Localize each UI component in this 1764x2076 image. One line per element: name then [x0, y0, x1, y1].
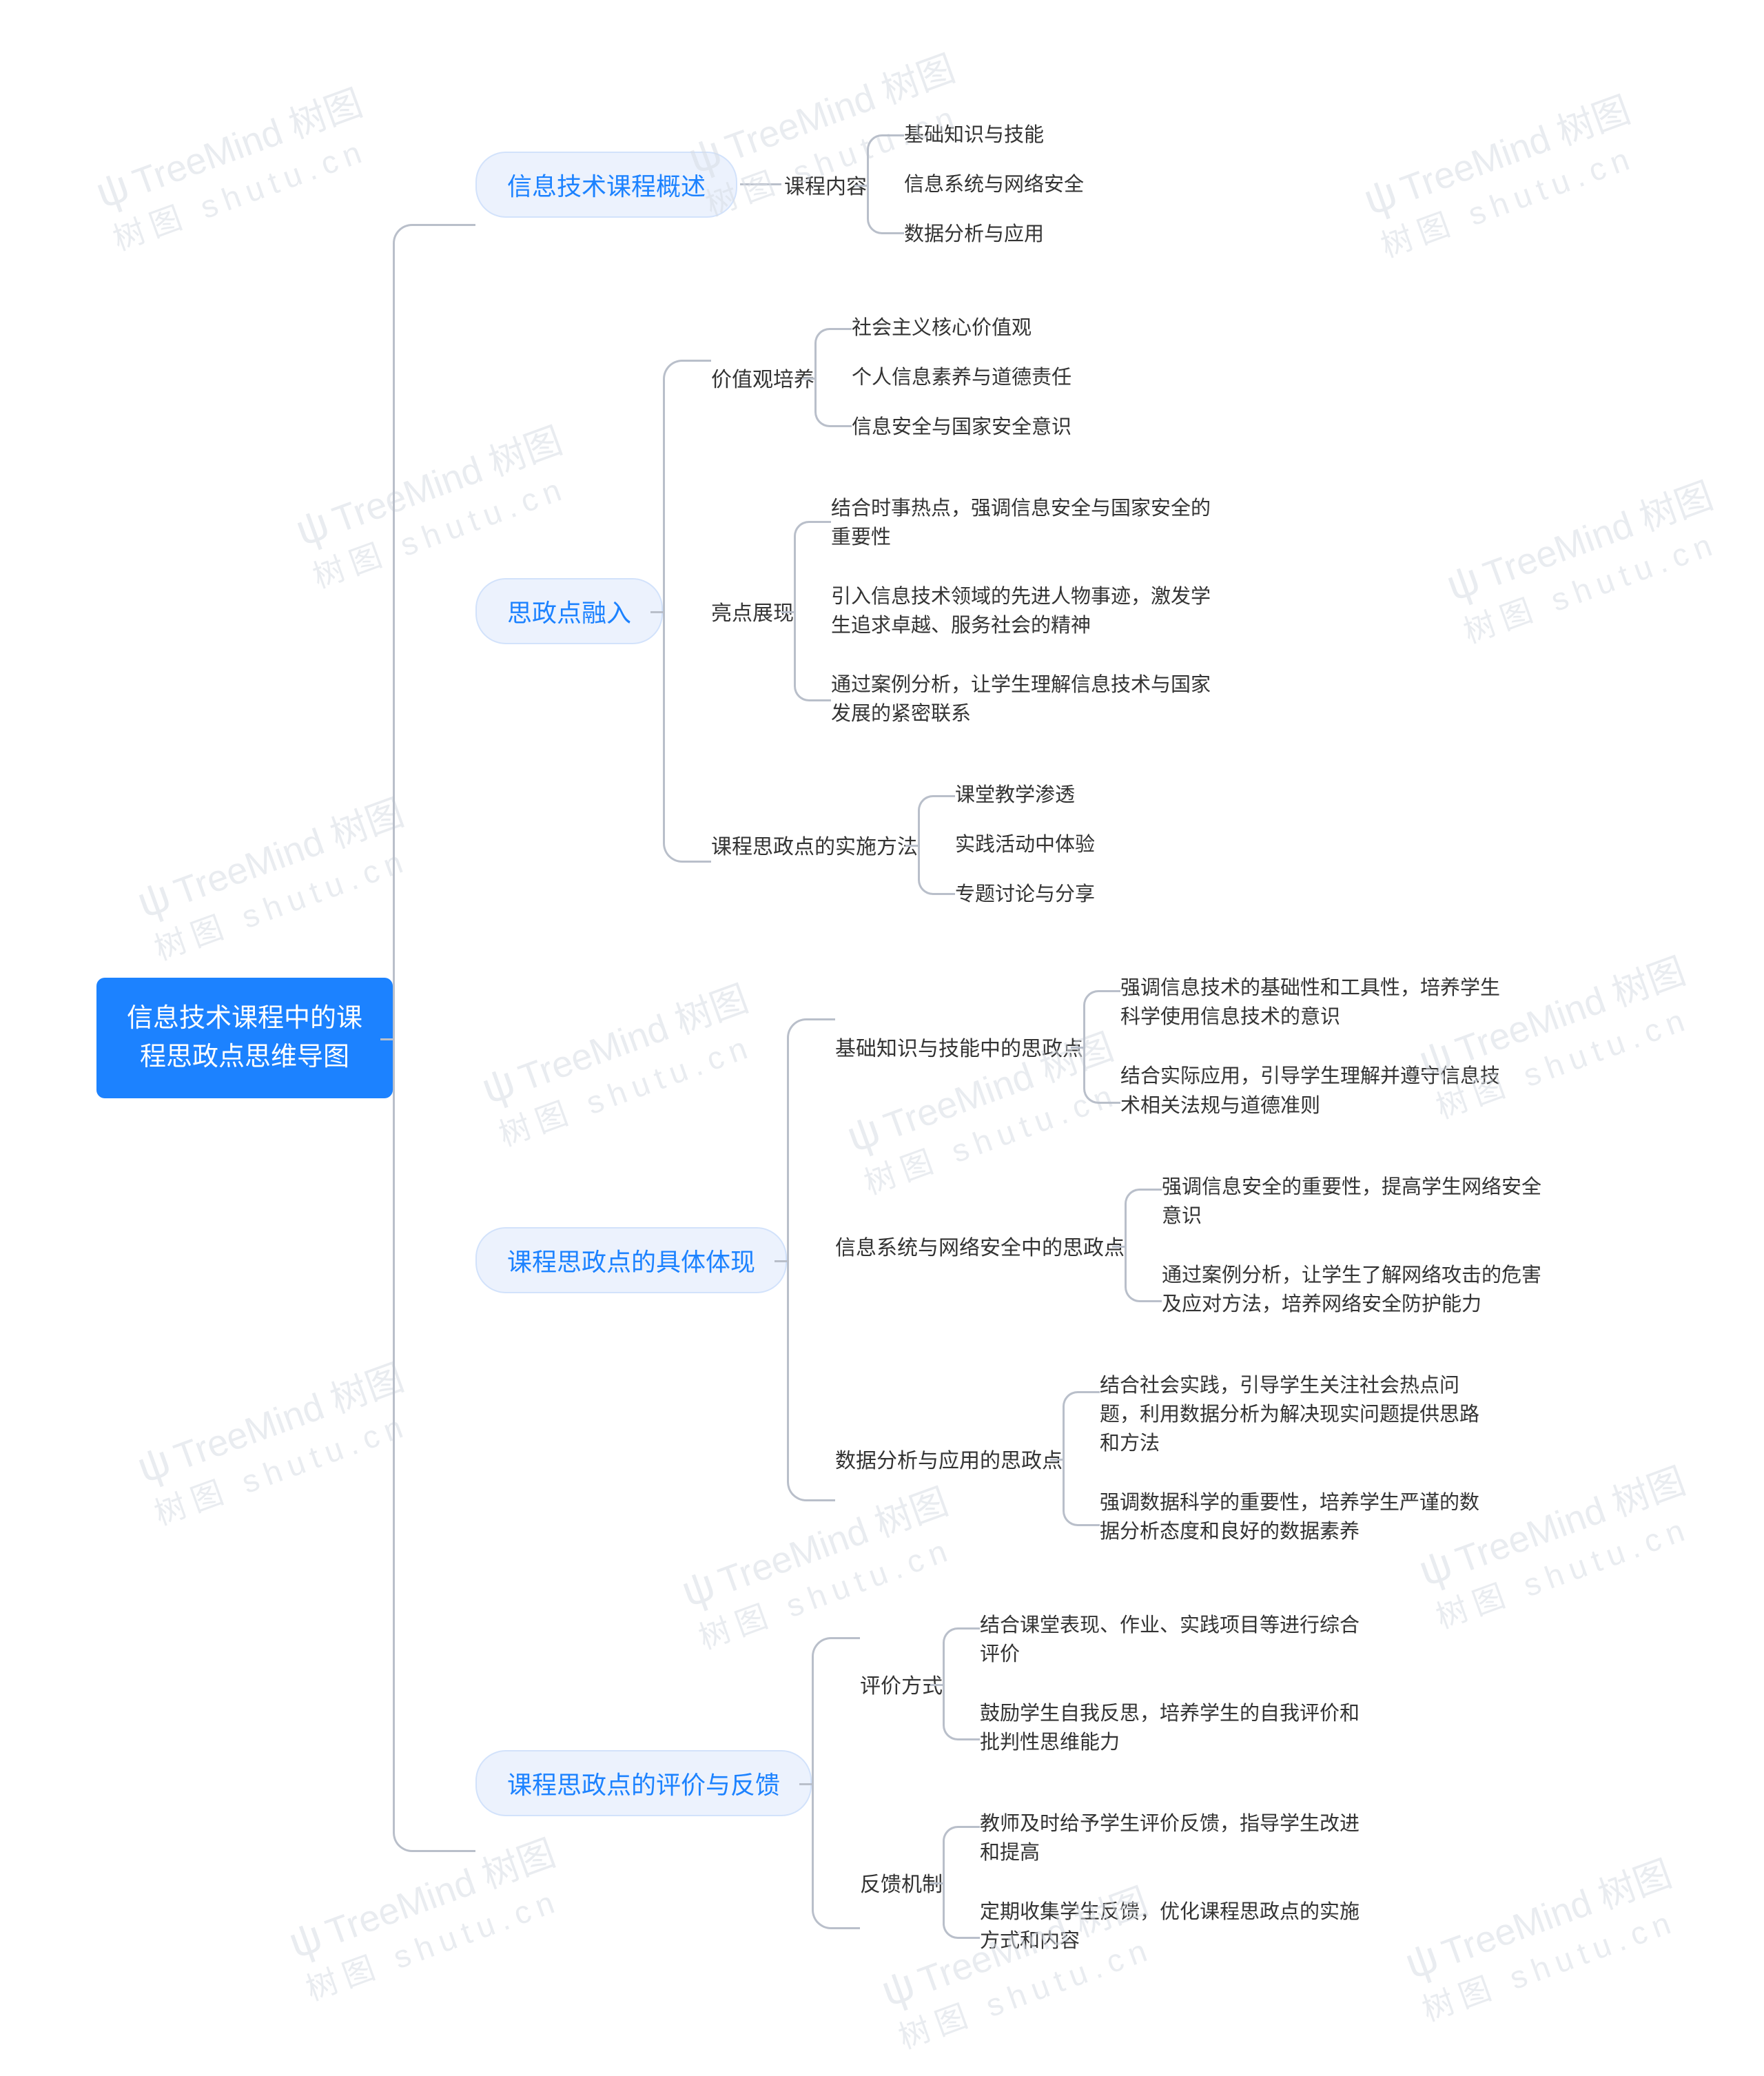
l2-node: 基础知识与技能中的思政点: [835, 1029, 1083, 1065]
level1-children: 信息技术课程概述 课程内容 基础知识与技能 信息系统与网络安全 数据分析与应用 …: [475, 119, 1548, 1957]
l2-node: 数据分析与应用的思政点: [835, 1441, 1063, 1477]
l3-node: 强调信息技术的基础性和工具性，培养学生科学使用信息技术的意识: [1120, 972, 1506, 1033]
l2-node: 课程思政点的实施方法: [711, 827, 918, 863]
l3-node: 教师及时给予学生评价反馈，指导学生改进和提高: [980, 1808, 1366, 1869]
l3-node: 课堂教学渗透: [955, 779, 1095, 811]
l3-node: 结合社会实践，引导学生关注社会热点问题，利用数据分析为解决现实问题提供思路和方法: [1100, 1370, 1486, 1459]
mindmap: 信息技术课程中的课程思政点思维导图 信息技术课程概述 课程内容 基础知识与技能 …: [0, 0, 1764, 2076]
l1-node: 思政点融入: [475, 578, 663, 644]
branch: 信息技术课程概述 课程内容 基础知识与技能 信息系统与网络安全 数据分析与应用: [475, 119, 1548, 250]
l1-node: 课程思政点的具体体现: [475, 1227, 787, 1293]
l3-node: 基础知识与技能: [904, 119, 1084, 151]
branch: 课程思政点的评价与反馈 评价方式 结合课堂表现、作业、实践项目等进行综合评价 鼓…: [475, 1610, 1548, 1957]
l3-node: 专题讨论与分享: [955, 878, 1095, 910]
l1-node: 信息技术课程概述: [475, 152, 737, 218]
l3-node: 个人信息素养与道德责任: [852, 362, 1071, 393]
l3-node: 定期收集学生反馈，优化课程思政点的实施方式和内容: [980, 1896, 1366, 1957]
l3-node: 通过案例分析，让学生了解网络攻击的危害及应对方法，培养网络安全防护能力: [1162, 1260, 1548, 1320]
l3-node: 强调数据科学的重要性，培养学生严谨的数据分析态度和良好的数据素养: [1100, 1487, 1486, 1548]
l3-node: 社会主义核心价值观: [852, 312, 1071, 344]
branch: 思政点融入 价值观培养 社会主义核心价值观 个人信息素养与道德责任 信息安全与国…: [475, 312, 1548, 911]
branch: 课程思政点的具体体现 基础知识与技能中的思政点 强调信息技术的基础性和工具性，培…: [475, 972, 1548, 1548]
l3-node: 鼓励学生自我反思，培养学生的自我评价和批判性思维能力: [980, 1698, 1366, 1758]
l3-node: 实践活动中体验: [955, 829, 1095, 861]
l3-node: 结合时事热点，强调信息安全与国家安全的重要性: [831, 493, 1217, 553]
l1-node: 课程思政点的评价与反馈: [475, 1750, 812, 1816]
l3-node: 结合课堂表现、作业、实践项目等进行综合评价: [980, 1610, 1366, 1670]
root-node: 信息技术课程中的课程思政点思维导图: [96, 978, 393, 1098]
l3-node: 强调信息安全的重要性，提高学生网络安全意识: [1162, 1171, 1548, 1232]
l3-node: 信息系统与网络安全: [904, 169, 1084, 201]
l3-node: 数据分析与应用: [904, 218, 1084, 250]
l3-node: 引入信息技术领域的先进人物事迹，激发学生追求卓越、服务社会的精神: [831, 581, 1217, 641]
l2-node: 信息系统与网络安全中的思政点: [835, 1228, 1125, 1264]
l2-node: 价值观培养: [711, 360, 814, 395]
l3-node: 信息安全与国家安全意识: [852, 411, 1071, 443]
l3-node: 结合实际应用，引导学生理解并遵守信息技术相关法规与道德准则: [1120, 1060, 1506, 1121]
l3-node: 通过案例分析，让学生理解信息技术与国家发展的紧密联系: [831, 669, 1217, 730]
